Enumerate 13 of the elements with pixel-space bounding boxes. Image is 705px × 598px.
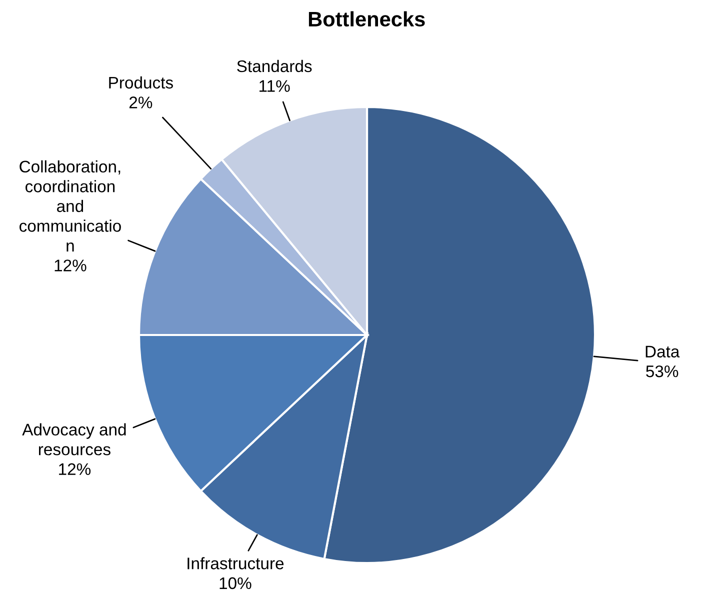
data-label: 12%	[54, 260, 86, 272]
data-label: 2%	[129, 96, 152, 108]
slice-label: Products	[109, 76, 173, 89]
slice-label: Data	[646, 346, 680, 358]
slice-label: Standards	[237, 60, 312, 72]
chart-title: Bottlenecks	[308, 11, 425, 27]
data-label: 53%	[646, 365, 678, 378]
data-label: 12%	[59, 463, 91, 475]
data-label: 10%	[220, 577, 252, 590]
slice-label: Collaboration, coordination and communicatio n	[20, 160, 121, 252]
slice-label: Advocacy and resources	[22, 423, 126, 456]
slice-label: Infrastructure	[188, 557, 284, 570]
data-label: 11%	[260, 80, 290, 92]
